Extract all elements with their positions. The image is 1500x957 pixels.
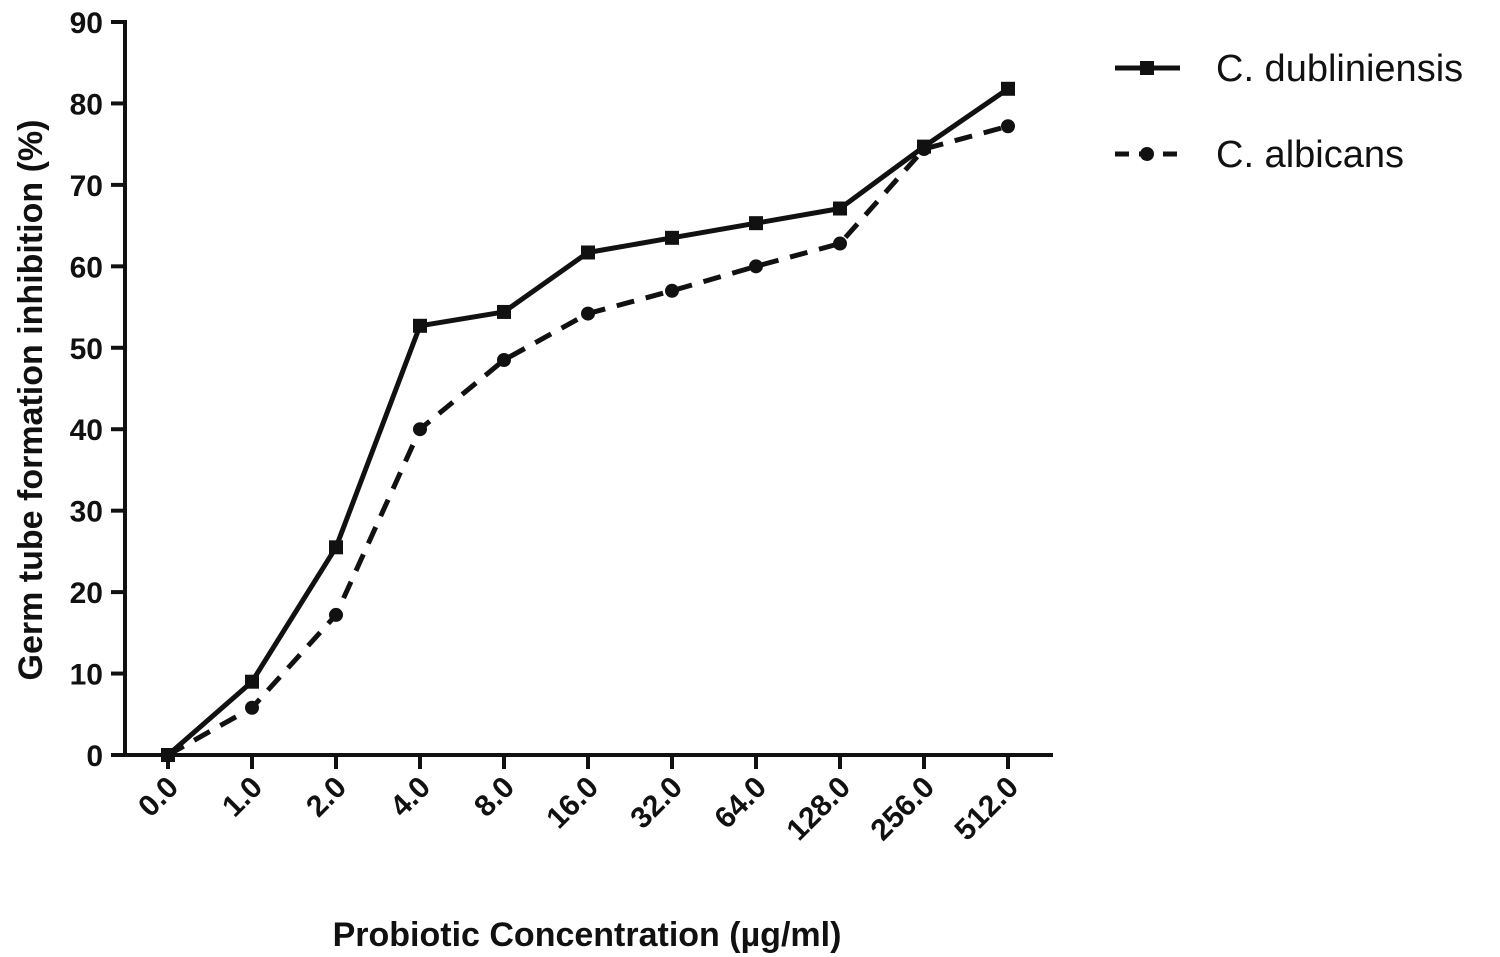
x-axis-title: Probiotic Concentration (µg/ml) xyxy=(333,916,842,954)
y-tick-label: 10 xyxy=(70,659,103,692)
x-tick-label: 8.0 xyxy=(468,771,521,824)
y-tick-label: 40 xyxy=(70,414,103,447)
y-tick-label: 20 xyxy=(70,577,103,610)
series-c-dubliniensis xyxy=(161,81,1015,762)
data-point-c-albicans xyxy=(161,748,175,762)
x-tick-label: 32.0 xyxy=(624,771,689,836)
y-tick-label: 50 xyxy=(70,333,103,366)
legend-label: C. albicans xyxy=(1216,134,1404,176)
series-layer xyxy=(161,81,1015,762)
y-tick-label: 30 xyxy=(70,496,103,529)
data-point-c-albicans xyxy=(581,306,595,321)
x-tick-label: 16.0 xyxy=(540,771,605,836)
data-point-c-dubliniensis xyxy=(833,201,847,216)
data-point-c-albicans xyxy=(917,142,931,157)
data-point-c-albicans xyxy=(1001,119,1015,134)
x-tick-label: 512.0 xyxy=(949,771,1025,847)
series-line-c-albicans xyxy=(166,123,1009,758)
data-point-c-dubliniensis xyxy=(1001,81,1015,96)
data-point-c-albicans xyxy=(329,607,343,622)
data-point-c-albicans xyxy=(497,352,511,367)
y-tick-label: 60 xyxy=(70,251,103,284)
data-point-c-dubliniensis xyxy=(245,674,259,689)
data-point-c-albicans xyxy=(245,700,259,715)
axes xyxy=(123,20,1053,757)
x-tick-label: 1.0 xyxy=(216,771,269,824)
data-point-c-dubliniensis xyxy=(749,216,763,231)
data-point-c-dubliniensis xyxy=(413,318,427,333)
y-tick-label: 0 xyxy=(86,740,103,773)
y-tick-label: 90 xyxy=(70,7,103,40)
legend-circle-marker-icon xyxy=(1140,147,1154,161)
data-point-c-albicans xyxy=(749,259,763,274)
legend-item-c-albicans: C. albicans xyxy=(1115,134,1404,176)
data-point-c-albicans xyxy=(413,422,427,437)
y-axis-title: Germ tube formation inhibition (%) xyxy=(12,120,50,681)
series-line-c-dubliniensis xyxy=(166,86,1010,757)
y-ticks: 0 10 20 30 40 50 60 70 80 90 xyxy=(70,7,125,773)
x-tick-label: 128.0 xyxy=(781,771,857,847)
x-tick-label: 0.0 xyxy=(132,771,185,824)
x-tick-label: 256.0 xyxy=(865,771,941,847)
x-tick-label: 4.0 xyxy=(384,771,437,824)
data-point-c-dubliniensis xyxy=(329,540,343,555)
data-point-c-dubliniensis xyxy=(665,230,679,245)
data-point-c-albicans xyxy=(665,283,679,298)
legend: C. dubliniensis C. albicans xyxy=(1115,48,1463,176)
data-point-c-dubliniensis xyxy=(581,245,595,260)
y-tick-label: 70 xyxy=(70,170,103,203)
series-c-albicans xyxy=(161,119,1015,762)
y-tick-label: 80 xyxy=(70,88,103,121)
legend-square-marker-icon xyxy=(1140,61,1154,75)
legend-label: C. dubliniensis xyxy=(1216,48,1463,90)
x-tick-label: 2.0 xyxy=(300,771,353,824)
data-point-c-dubliniensis xyxy=(497,304,511,319)
data-point-c-albicans xyxy=(833,236,847,251)
legend-item-c-dubliniensis: C. dubliniensis xyxy=(1115,48,1463,90)
x-tick-label: 64.0 xyxy=(708,771,773,836)
x-ticks: 0.0 1.0 2.0 4.0 8.0 16.0 32.0 64.0 128.0 256.0 512… xyxy=(132,755,1025,847)
